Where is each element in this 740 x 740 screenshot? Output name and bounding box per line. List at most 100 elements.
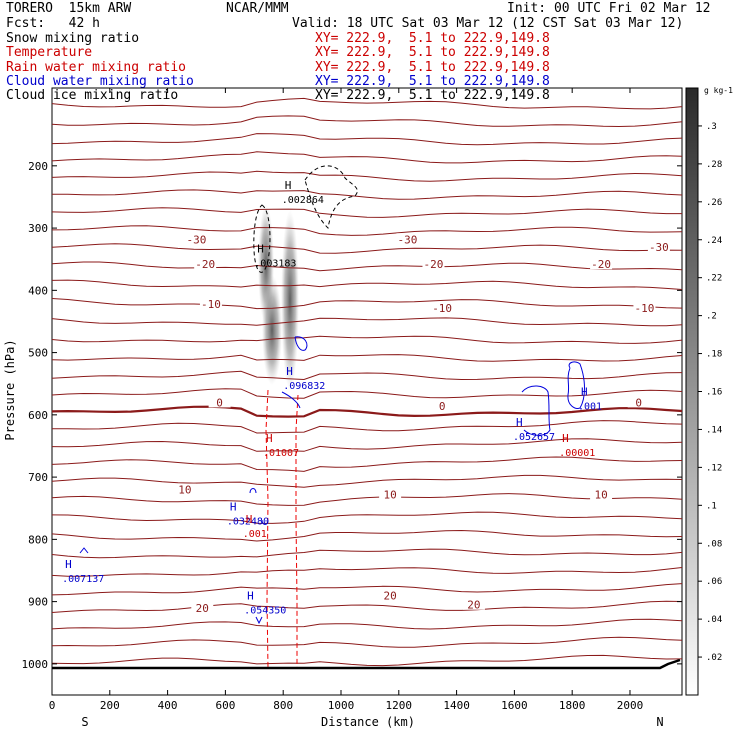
x-tick-label: 600 — [215, 699, 235, 712]
field-name-cloud-ice: Cloud ice mixing ratio — [6, 88, 179, 103]
colorbar-unit: g kg-1 — [704, 86, 733, 95]
y-tick-label: 300 — [28, 222, 48, 235]
field-xy-cloud-ice: XY= 222.9, 5.1 to 222.9,149.8 — [315, 88, 550, 103]
isotherm — [51, 189, 683, 200]
y-tick-label: 400 — [28, 284, 48, 297]
max-value-label: .032480 — [227, 517, 269, 528]
rain-contours — [265, 389, 299, 669]
colorbar-tick-label: .22 — [706, 274, 722, 284]
colorbar-tick-label: .3 — [706, 122, 717, 132]
cloud-water-contours — [79, 336, 585, 625]
max-marker: H — [285, 179, 292, 192]
cloud-water-core — [281, 391, 301, 409]
isotherm — [51, 133, 683, 146]
cloud-water-east-b — [567, 361, 585, 409]
temp-label-bg — [185, 233, 208, 245]
temp-label: 10 — [178, 484, 191, 497]
temp-label-bg — [422, 258, 445, 270]
field-name-cloud-water: Cloud water mixing ratio — [6, 74, 194, 89]
isotherm — [51, 170, 683, 182]
max-marker: H — [581, 386, 588, 399]
temp-label-bg — [396, 233, 419, 245]
init-time: Init: 00 UTC Fri 02 Mar 12 — [507, 1, 711, 16]
colorbar-tick-label: .2 — [706, 312, 717, 322]
isotherm — [51, 115, 683, 128]
temp-label: -30 — [398, 233, 418, 246]
temp-label-bg — [379, 589, 402, 601]
x-tick-label: 1000 — [328, 699, 355, 712]
field-name-temperature: Temperature — [6, 45, 93, 60]
colorbar-tick-label: .26 — [706, 198, 722, 208]
y-tick-label: 700 — [28, 471, 48, 484]
isotherm — [51, 354, 683, 362]
cloud-ice-upper — [304, 165, 358, 230]
field-xy-cloud-water: XY= 222.9, 5.1 to 222.9,149.8 — [315, 74, 550, 89]
max-value-label: .002864 — [282, 195, 324, 206]
colorbar: g kg-1 .02 .04 .06 .08 .1 .12 .14 .16 .18 .2 .22 .2… — [685, 86, 733, 696]
temp-label: 10 — [594, 489, 607, 502]
max-marker: H — [516, 416, 523, 429]
axes: 0 200 400 600 800 1000 1200 1400 1600 1800 2000200… — [22, 88, 682, 712]
max-value-label: .01007 — [263, 448, 299, 459]
temp-label: -10 — [432, 302, 452, 315]
temp-label-bg — [199, 298, 222, 310]
isotherm — [51, 456, 683, 472]
isotherm — [51, 261, 683, 272]
isotherm — [51, 493, 683, 506]
x-tick-label: 1400 — [443, 699, 470, 712]
isotherm — [51, 388, 683, 399]
isotherm — [51, 207, 682, 218]
y-axis-title: Pressure (hPa) — [3, 339, 17, 440]
y-tick-label: 1000 — [22, 658, 49, 671]
field-xy-rain: XY= 222.9, 5.1 to 222.9,149.8 — [315, 60, 550, 75]
end-label-north: N — [656, 715, 663, 729]
temperature-labels: -30 -30 -30 -20 -20 -20 -10 -10 -10 0 0 0 10 10 10 20 20… — [173, 233, 670, 615]
model-title: TORERO 15km ARW — [6, 1, 132, 16]
x-tick-label: 2000 — [617, 699, 644, 712]
y-tick-label: 600 — [28, 409, 48, 422]
x-tick-label: 0 — [49, 699, 56, 712]
max-marker: H — [65, 558, 72, 571]
snow-shading — [258, 205, 299, 390]
temp-label: 0 — [216, 396, 223, 409]
temp-label: -30 — [649, 241, 669, 254]
isotherm-zero — [51, 405, 683, 418]
isotherm — [51, 335, 683, 344]
cloud-water-cap-b — [261, 519, 269, 525]
temp-label: 20 — [467, 599, 480, 612]
isotherm — [51, 474, 683, 488]
temp-label-bg — [194, 258, 217, 270]
y-tick-label: 500 — [28, 347, 48, 360]
max-value-label: .007137 — [62, 574, 104, 585]
forecast-hour: Fcst: 42 h — [6, 16, 100, 31]
isotherm — [51, 97, 683, 110]
temp-label: 10 — [383, 489, 396, 502]
terrain-line — [52, 658, 681, 670]
temp-label-bg — [647, 240, 670, 252]
rain-right-edge — [295, 394, 299, 668]
max-marker: H — [230, 501, 237, 514]
temp-label: -20 — [195, 258, 215, 271]
x-tick-label: 1800 — [559, 699, 586, 712]
colorbar-tick-label: .02 — [706, 653, 722, 663]
x-tick-label: 800 — [273, 699, 293, 712]
max-value-label: .00001 — [559, 448, 595, 459]
isotherm — [51, 511, 683, 524]
max-marker: H — [286, 365, 293, 378]
temp-label: 0 — [635, 396, 642, 409]
isotherm — [51, 654, 683, 667]
temperature-contours — [51, 97, 683, 667]
field-xy-temperature: XY= 222.9, 5.1 to 222.9,149.8 — [315, 45, 550, 60]
temp-label-bg — [208, 396, 231, 408]
x-axis-title: Distance (km) — [321, 715, 415, 729]
field-name-snow: Snow mixing ratio — [6, 31, 140, 46]
cloud-water-cap-a — [249, 488, 257, 494]
max-value-label: .054350 — [244, 606, 286, 617]
temp-label: -10 — [201, 298, 221, 311]
cloud-water-top — [294, 336, 308, 351]
colorbar-tick-label: .16 — [706, 388, 722, 398]
y-tick-label: 200 — [28, 160, 48, 173]
cloud-water-cap-d — [255, 616, 263, 625]
max-value-label: .052657 — [513, 432, 555, 443]
